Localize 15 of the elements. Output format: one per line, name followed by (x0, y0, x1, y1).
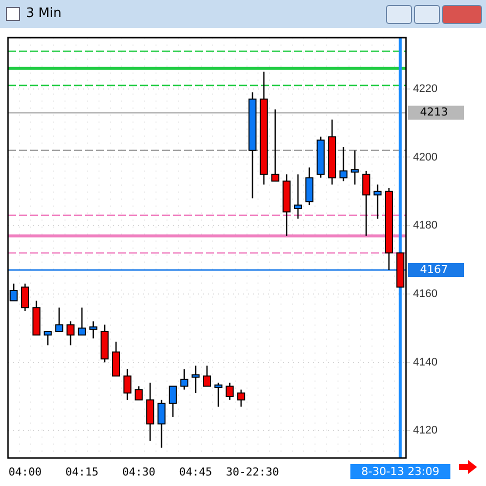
y-tick-label: 4140 (413, 356, 438, 368)
x-tick-label: 04:00 (8, 465, 42, 478)
x-tick-label: 04:30 (122, 465, 156, 478)
y-tick-label: 4180 (413, 220, 438, 232)
ref-line-label: 4167 (420, 262, 448, 276)
y-tick-label: 4220 (413, 82, 438, 95)
ref-line-label: 4213 (420, 106, 448, 119)
x-tick-label: 30-22:30 (226, 465, 279, 478)
y-tick-label: 4120 (413, 424, 438, 437)
x-tick-label: 8-30-13 23:09 (361, 464, 440, 478)
y-tick-label: 4160 (413, 288, 438, 300)
x-tick-label: 04:15 (65, 465, 98, 478)
y-tick-label: 4200 (413, 151, 438, 164)
x-tick-label: 04:45 (179, 465, 212, 478)
chart-title: 3 Min (26, 6, 62, 21)
